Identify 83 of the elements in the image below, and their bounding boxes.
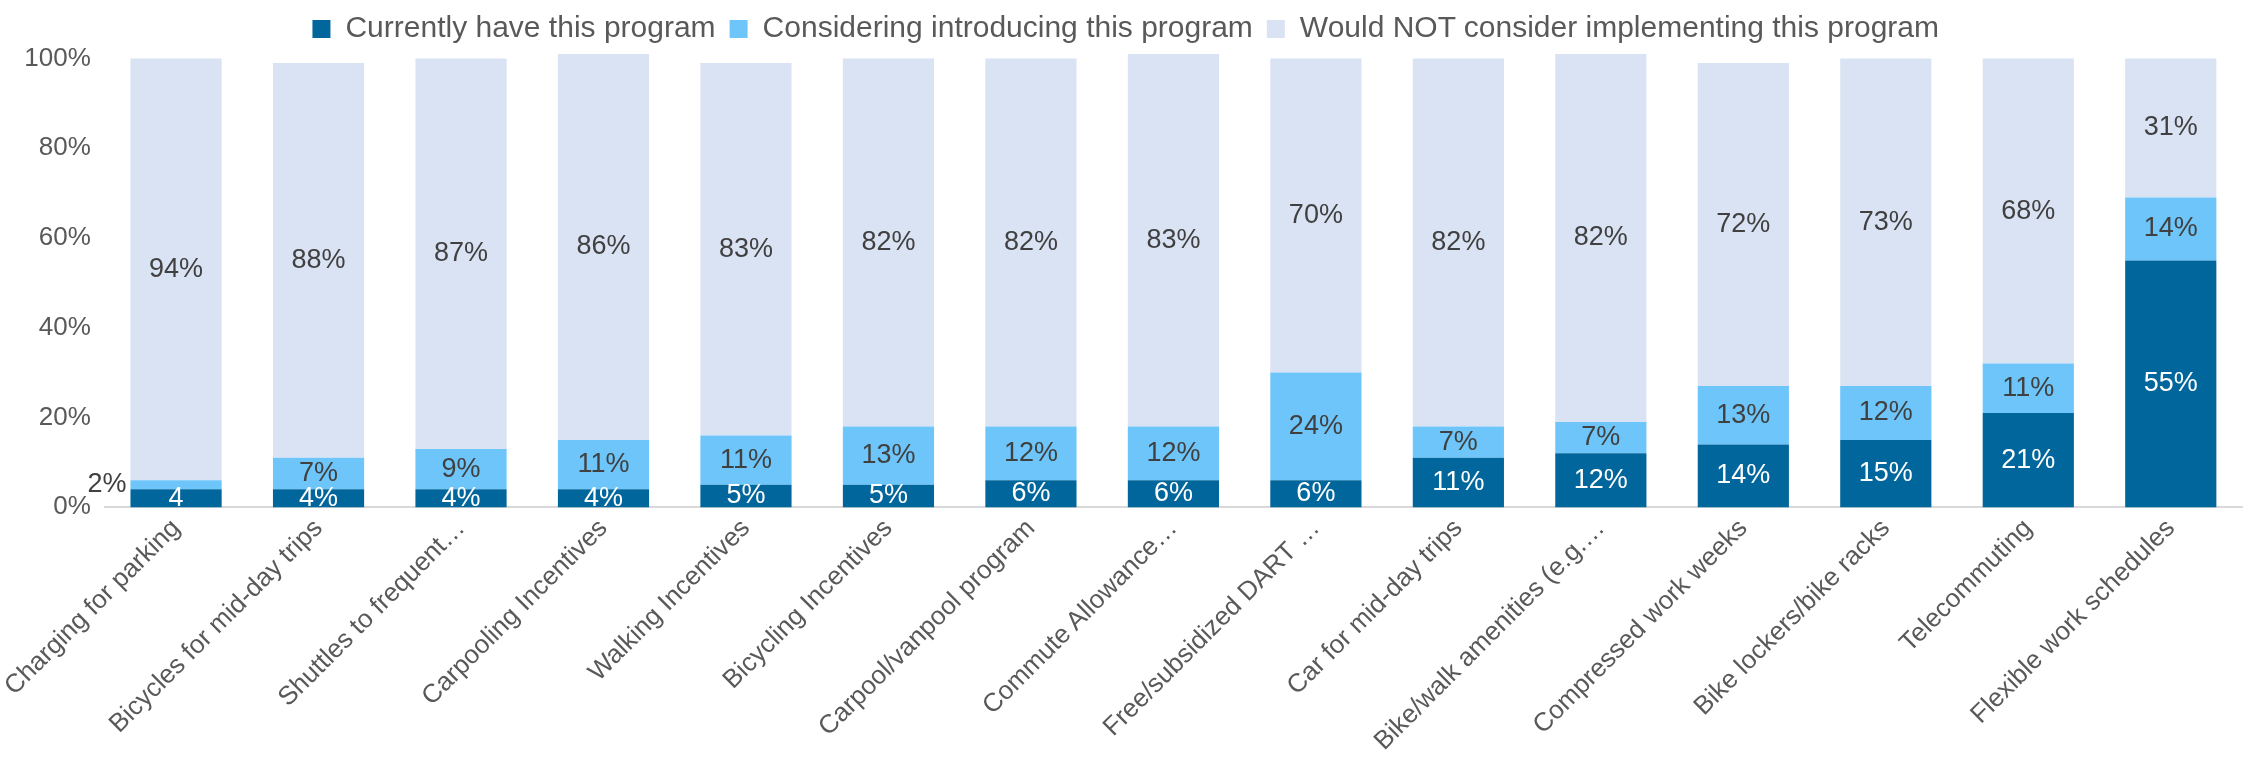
- data-label: 7%: [1438, 425, 1478, 456]
- data-label: 24%: [1288, 409, 1343, 440]
- legend-label: Would NOT consider implementing this program: [1299, 10, 1940, 44]
- data-label: 83%: [1146, 223, 1201, 254]
- bar: [1697, 386, 1789, 445]
- y-tick-label: 80%: [38, 131, 91, 162]
- data-label: 13%: [861, 439, 916, 470]
- data-label: 6%: [1153, 477, 1193, 508]
- bar: [130, 58, 222, 481]
- data-label: 68%: [2001, 194, 2056, 225]
- data-label: 87%: [433, 237, 489, 268]
- data-label: 2%: [87, 468, 127, 499]
- bar: [1840, 386, 1932, 440]
- bar: [1840, 439, 1932, 508]
- bar: [1697, 444, 1789, 508]
- data-label: 7%: [1581, 421, 1621, 452]
- data-label: 94%: [149, 252, 204, 283]
- bar: [1412, 58, 1504, 427]
- data-label: 70%: [1288, 199, 1343, 229]
- data-label: 12%: [1003, 436, 1058, 467]
- bar: [985, 426, 1077, 481]
- data-label: 11%: [2002, 371, 2055, 402]
- bar: [1127, 426, 1219, 481]
- data-label: 73%: [1858, 205, 1913, 236]
- data-label: 14%: [2143, 212, 2198, 243]
- bar: [842, 58, 935, 427]
- bar: [1127, 54, 1219, 427]
- data-label: 82%: [1573, 221, 1628, 252]
- bar: [1555, 54, 1647, 422]
- data-label: 6%: [1296, 477, 1336, 508]
- data-label: 12%: [1858, 396, 1913, 427]
- bar: [1412, 426, 1504, 458]
- data-label: 15%: [1858, 457, 1913, 488]
- bar: [1270, 58, 1362, 373]
- data-label: 82%: [1003, 225, 1058, 256]
- data-label: 6%: [1011, 477, 1051, 508]
- bar: [1270, 372, 1362, 481]
- bar: [1555, 453, 1647, 508]
- data-label: 55%: [2143, 367, 2198, 398]
- data-label: 11%: [1432, 465, 1485, 496]
- bar: [1982, 363, 2074, 413]
- bar: [700, 435, 792, 485]
- data-label: 5%: [726, 479, 766, 510]
- legend-label: Considering introducing this program: [762, 10, 1253, 44]
- legend-label: Currently have this program: [345, 10, 716, 44]
- bar: [842, 426, 935, 485]
- data-label: 4%: [441, 481, 481, 512]
- bar: [415, 58, 507, 449]
- data-label: 21%: [2001, 443, 2056, 474]
- bar: [700, 62, 792, 436]
- data-label: 11%: [577, 448, 630, 479]
- bar: [1982, 412, 2074, 508]
- bar: [2125, 58, 2217, 198]
- y-tick-label: 100%: [24, 41, 91, 72]
- bar: [1412, 457, 1504, 508]
- data-label: 12%: [1573, 463, 1628, 494]
- data-label: 9%: [441, 452, 481, 483]
- bar: [2125, 197, 2217, 261]
- y-tick-label: 60%: [38, 221, 91, 252]
- bar: [985, 58, 1077, 427]
- bar: [557, 54, 650, 440]
- bar: [272, 62, 365, 458]
- y-tick-label: 20%: [38, 400, 91, 431]
- data-label: 12%: [1146, 436, 1201, 467]
- bar: [1982, 58, 2074, 364]
- data-label: 72%: [1716, 207, 1771, 238]
- bar: [1840, 58, 1932, 387]
- bar: [2125, 260, 2217, 508]
- data-label: 13%: [1716, 398, 1771, 429]
- data-label: 82%: [1431, 225, 1486, 256]
- y-tick-label: 40%: [38, 310, 91, 341]
- data-label: 14%: [1716, 459, 1771, 490]
- data-label: 11%: [719, 443, 772, 474]
- data-label: 4: [168, 481, 184, 512]
- data-label: 4%: [583, 481, 624, 512]
- data-label: 5%: [868, 479, 908, 510]
- data-label: 82%: [861, 225, 916, 256]
- bar: [130, 489, 222, 508]
- data-label: 88%: [291, 243, 346, 274]
- data-label: 86%: [576, 230, 631, 261]
- data-label: 83%: [718, 232, 773, 263]
- bar: [1697, 62, 1789, 387]
- data-label: 31%: [2143, 111, 2198, 142]
